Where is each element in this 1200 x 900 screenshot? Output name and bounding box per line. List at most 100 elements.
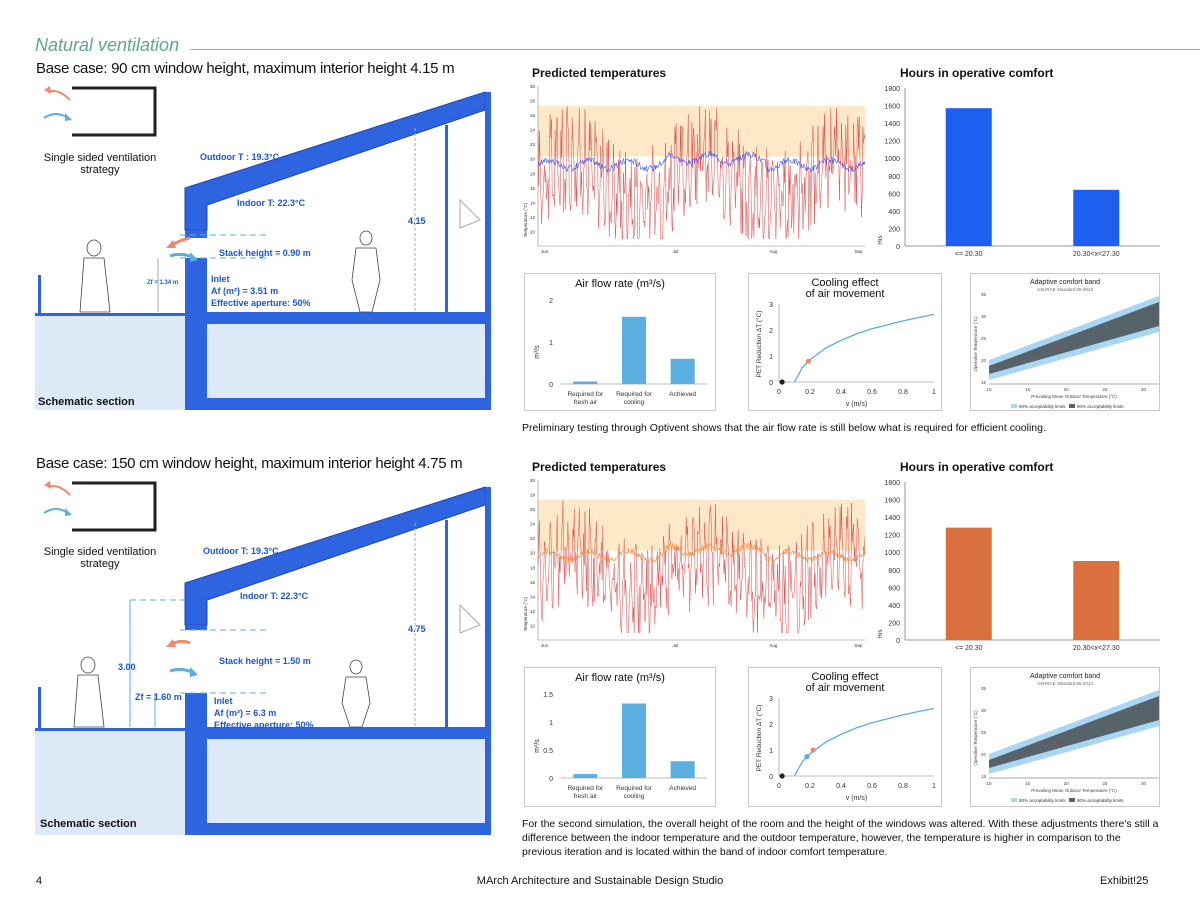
- section-title: Natural ventilation: [35, 35, 180, 55]
- month-label: Jul: [672, 249, 678, 254]
- y-axis-label: Hrs: [878, 235, 884, 244]
- y-tick-label: 600: [888, 585, 900, 592]
- data-point: [810, 747, 816, 753]
- x-axis-label: Prevailing Mean Outdoor Temperature (°C): [1031, 394, 1117, 399]
- data-point: [779, 773, 785, 779]
- adaptive-subtitle: ASHRAE Standard 55-2013: [1037, 287, 1093, 292]
- y-tick-label: 28: [530, 99, 536, 104]
- y-tick-label: 12: [530, 215, 536, 220]
- y-tick-label: 2: [549, 298, 553, 305]
- ground-fill: [35, 315, 488, 410]
- x-tick-label: fresh air: [574, 793, 598, 800]
- y-tick-label: 10: [530, 229, 536, 234]
- legend-90-label: 90% acceptability limits: [1077, 404, 1124, 409]
- month-label: Sep: [854, 249, 863, 254]
- x-tick-label: 20: [1064, 387, 1070, 392]
- cooling-title-line1: Cooling effect: [811, 277, 879, 289]
- operative-point: [1057, 347, 1060, 351]
- x-tick-label: <= 20.30: [955, 645, 983, 652]
- cooling-curve: [793, 707, 935, 777]
- y-tick-label: 1600: [884, 104, 900, 111]
- cooling-title: Cooling effect of air movement: [749, 278, 941, 300]
- y-tick-label: 2: [769, 722, 773, 729]
- case2-caption: For the second simulation, the overall h…: [522, 818, 1159, 858]
- case2-outdoor: Outdoor T: 19.3°C: [203, 546, 279, 556]
- page-number: 4: [36, 875, 43, 887]
- case1-strategy: Single sided ventilation strategy: [43, 152, 157, 176]
- x-axis-label: Prevailing Mean Outdoor Temperature (°C): [1031, 788, 1117, 793]
- case1-hours-title: Hours in operative comfort: [900, 66, 1054, 80]
- legend-80-swatch: [1011, 404, 1017, 408]
- case2-height2: 3.00: [118, 662, 136, 672]
- x-tick-label: cooling: [624, 793, 645, 800]
- case2-height: 4.75: [408, 624, 426, 634]
- floor-slab: [207, 312, 487, 324]
- y-tick-label: 800: [888, 568, 900, 575]
- x-tick-label: 10: [986, 781, 992, 786]
- x-tick-label: 20.30<x<27.30: [1073, 645, 1120, 652]
- x-tick-label: Achieved: [669, 391, 696, 398]
- x-tick-label: <= 20.30: [955, 251, 983, 258]
- x-tick-label: 20: [1064, 781, 1070, 786]
- strategy-box: [72, 86, 157, 137]
- y-axis-label: Operative Temperature (°C): [973, 316, 978, 372]
- y-axis-label: PET Reduction ΔT (°C): [755, 310, 763, 377]
- x-tick-label: 25: [1102, 387, 1108, 392]
- bar: [945, 527, 992, 640]
- y-tick-label: 30: [530, 478, 536, 483]
- case1-subtitle: Base case: 90 cm window height, maximum …: [36, 60, 455, 77]
- y-tick-label: 1000: [884, 156, 900, 163]
- y-tick-label: 1: [549, 720, 553, 727]
- x-tick-label: 0.2: [805, 389, 815, 396]
- y-tick-label: 14: [530, 594, 536, 599]
- y-tick-label: 16: [530, 580, 536, 585]
- x-axis-label: v (m/s): [846, 401, 867, 408]
- y-tick-label: 15: [981, 380, 987, 385]
- month-label: Aug: [769, 249, 778, 254]
- y-tick-label: 600: [888, 191, 900, 198]
- y-tick-label: 0: [769, 380, 773, 387]
- y-axis-label: Hrs: [878, 629, 884, 638]
- y-tick-label: 30: [981, 314, 987, 319]
- legend-90-swatch: [1069, 798, 1075, 802]
- bar: [573, 774, 598, 778]
- case2-hours-title: Hours in operative comfort: [900, 460, 1054, 474]
- case1-aperture: Effective aperture: 50%: [211, 298, 311, 308]
- legend-80-label: 80% acceptability limits: [1019, 404, 1066, 409]
- y-tick-label: 25: [981, 336, 987, 341]
- y-tick-label: 0.5: [543, 748, 553, 755]
- x-tick-label: 0.8: [898, 389, 908, 396]
- y-tick-label: 18: [530, 171, 536, 176]
- month-label: Sep: [854, 643, 863, 648]
- y-tick-label: 15: [981, 774, 987, 779]
- y-tick-label: 1.5: [543, 692, 553, 699]
- month-label: Jul: [672, 643, 678, 648]
- case1-section-drawing: [35, 86, 491, 410]
- case1-predicted-title: Predicted temperatures: [532, 66, 667, 80]
- cooling-title-line2: of air movement: [805, 682, 885, 694]
- comfort-band: [538, 105, 865, 157]
- case2-section-drawing: [35, 481, 491, 835]
- y-tick-label: 35: [981, 686, 987, 691]
- x-tick-label: Required for: [616, 391, 653, 398]
- y-tick-label: 16: [530, 186, 536, 191]
- bar: [622, 703, 646, 778]
- case2-zf: Zf = 1.60 m: [135, 692, 182, 702]
- x-tick-label: 10: [986, 387, 992, 392]
- indoor-temperature-series: [537, 542, 866, 565]
- airflow-title: Air flow rate (m³/s): [575, 672, 665, 684]
- x-tick-label: 0.4: [836, 389, 846, 396]
- month-label: Jun: [541, 643, 549, 648]
- comfort-band: [538, 499, 865, 551]
- y-tick-label: 22: [530, 536, 536, 541]
- y-tick-label: 28: [530, 493, 536, 498]
- data-point: [779, 379, 785, 385]
- legend-80-label: 80% acceptability limits: [1019, 798, 1066, 803]
- adaptive-subtitle: ASHRAE Standard 55-2013: [1037, 681, 1093, 686]
- y-tick-label: 400: [888, 603, 900, 610]
- bar: [1073, 189, 1120, 246]
- y-tick-label: 24: [530, 522, 536, 527]
- y-tick-label: 20: [981, 752, 987, 757]
- legend-90-label: 90% acceptability limits: [1077, 798, 1124, 803]
- case2-cooling-card: Cooling effect of air movement 0 1 2 3 0 0.2 0.…: [748, 667, 942, 807]
